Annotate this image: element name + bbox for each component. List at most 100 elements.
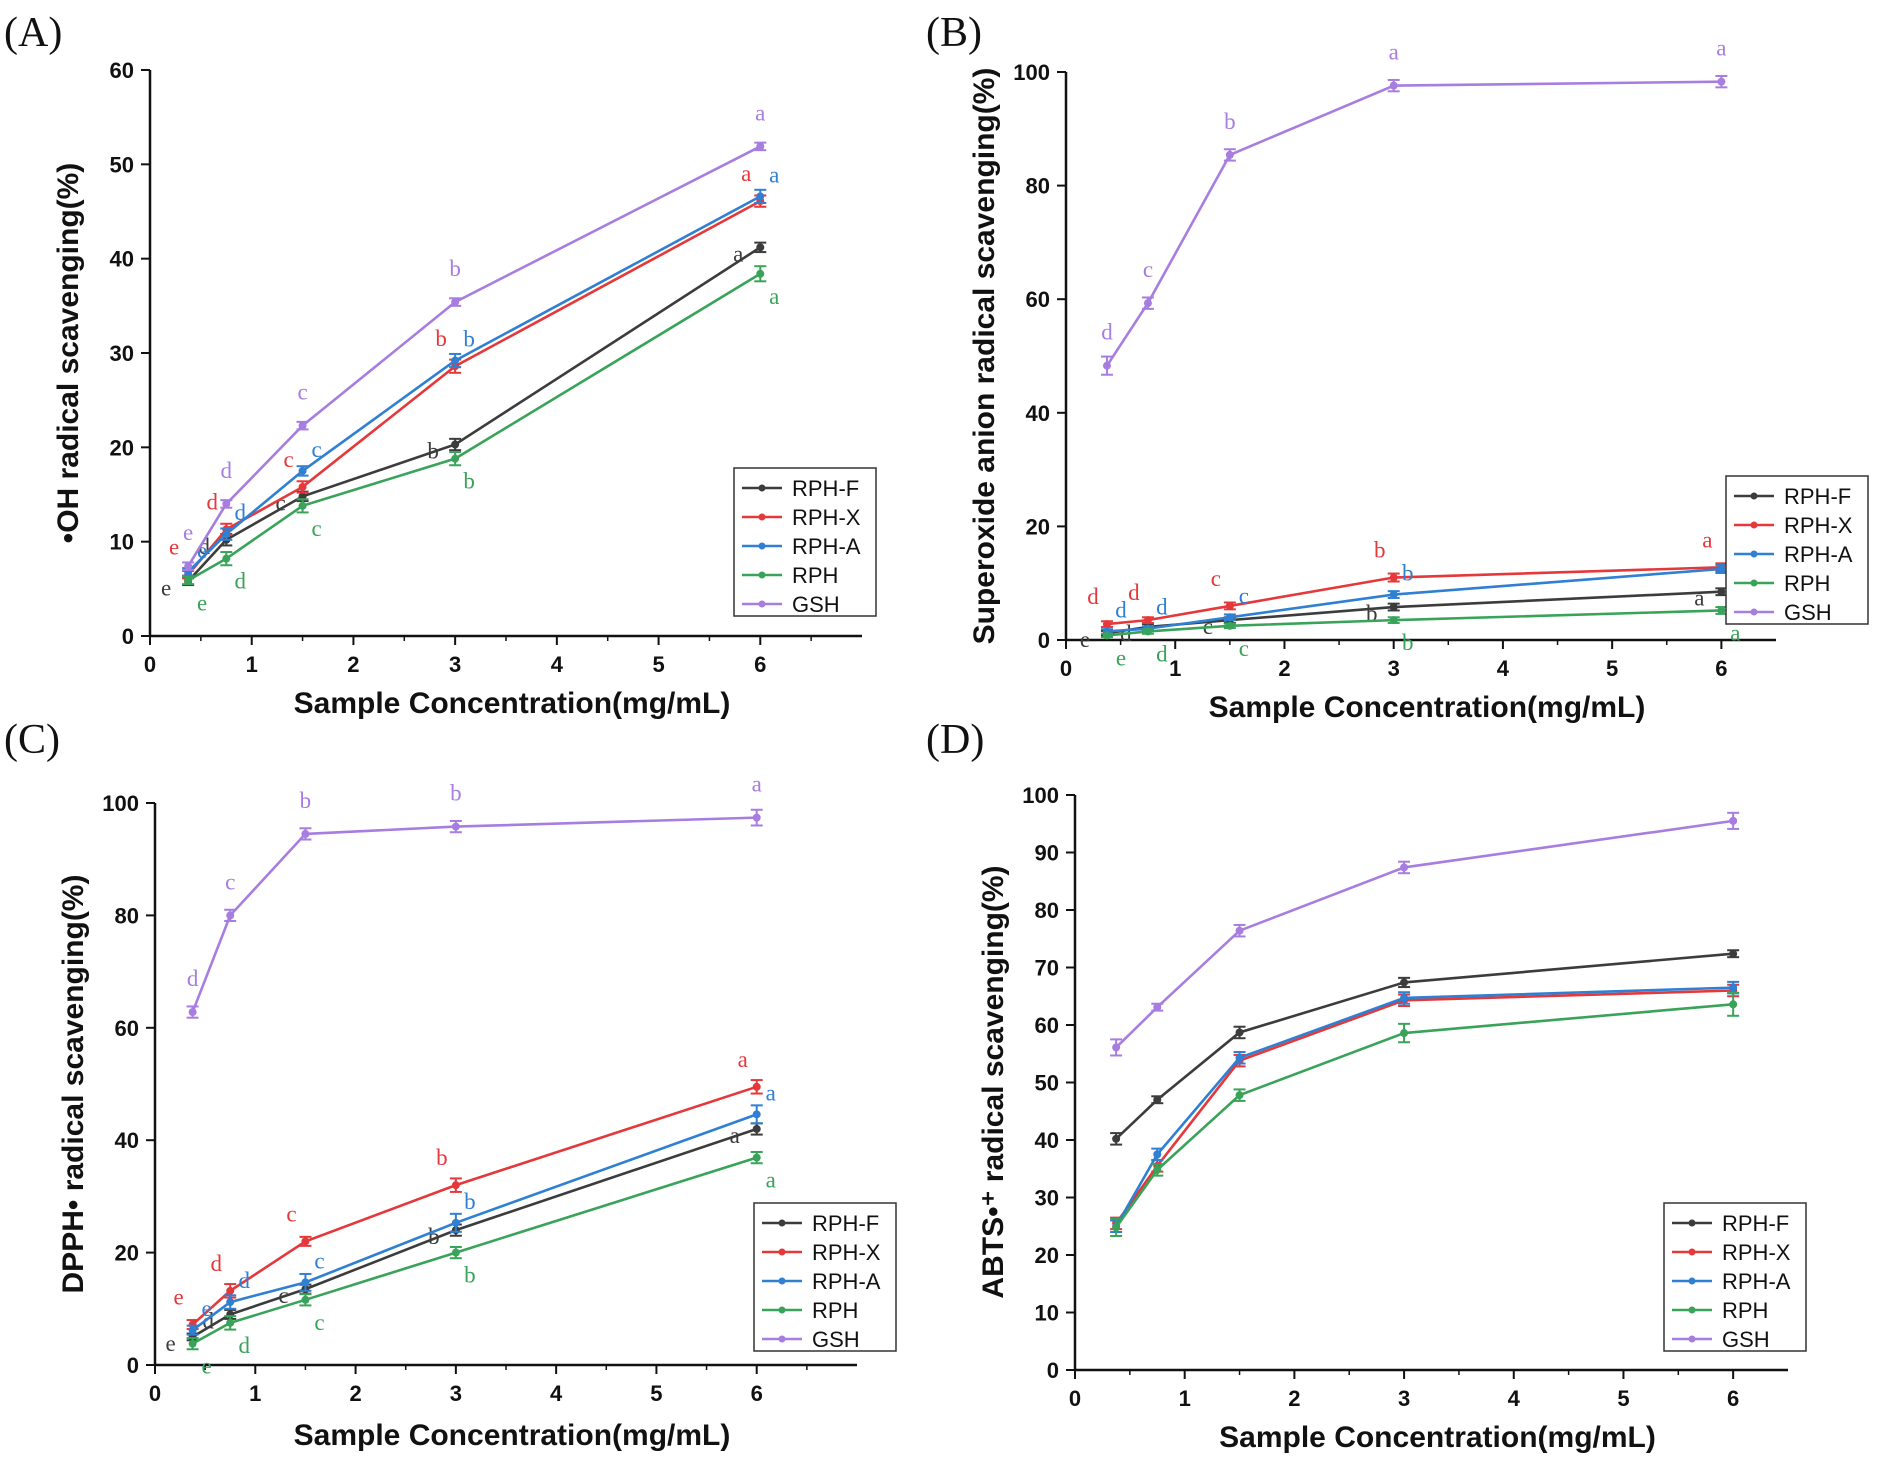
data-point	[1225, 150, 1234, 159]
data-point	[1400, 1029, 1409, 1038]
legend-marker	[1688, 1248, 1696, 1256]
x-tick-label: 5	[1606, 656, 1618, 681]
y-tick-label: 20	[110, 435, 134, 460]
legend-box	[733, 467, 877, 617]
y-tick-label: 80	[1035, 898, 1059, 923]
data-point	[1235, 1053, 1244, 1062]
significance-letter: c	[1239, 583, 1249, 608]
data-point	[298, 482, 307, 491]
significance-letter: e	[169, 535, 179, 560]
x-tick-label: 2	[347, 652, 359, 677]
significance-letter: c	[311, 437, 321, 462]
significance-letter: e	[197, 590, 207, 615]
y-tick-label: 100	[1022, 783, 1059, 808]
y-tick-label: 60	[115, 1016, 139, 1041]
significance-letter: e	[183, 520, 193, 545]
data-point	[226, 911, 235, 920]
data-point	[752, 1124, 761, 1133]
significance-letter: e	[165, 1331, 175, 1356]
significance-letter: c	[297, 380, 307, 405]
data-point	[1400, 863, 1409, 872]
legend-marker	[1750, 550, 1758, 558]
data-point	[1112, 1134, 1121, 1143]
data-point	[756, 142, 765, 151]
series-rph	[1110, 991, 1740, 1238]
y-tick-label: 0	[127, 1353, 139, 1378]
significance-letter: b	[449, 256, 461, 281]
data-point	[1153, 1003, 1162, 1012]
data-point	[184, 576, 193, 585]
legend: RPH-F RPH-X RPH-A RPH GSH	[1725, 475, 1869, 625]
y-tick-label: 40	[1026, 401, 1050, 426]
significance-letter: c	[1211, 566, 1221, 591]
y-tick-label: 20	[1035, 1243, 1059, 1268]
series-line	[187, 246, 761, 583]
legend-label: RPH-A	[812, 1269, 881, 1294]
significance-letter: c	[314, 1248, 324, 1273]
data-point	[1717, 77, 1726, 86]
data-point	[1235, 1028, 1244, 1037]
legend-marker	[1750, 579, 1758, 587]
data-point	[1235, 926, 1244, 935]
significance-letter: a	[733, 241, 743, 266]
data-point	[1112, 1043, 1121, 1052]
significance-letter: a	[1389, 40, 1399, 65]
legend-label: GSH	[812, 1327, 860, 1352]
legend-marker	[758, 600, 766, 608]
significance-letter: b	[428, 1224, 440, 1249]
series-line	[187, 199, 761, 576]
significance-letter: b	[464, 1263, 476, 1288]
legend-marker	[1688, 1335, 1696, 1343]
significance-letter: a	[738, 1047, 748, 1072]
significance-letter: d	[1156, 641, 1168, 666]
significance-letter: d	[1101, 320, 1113, 345]
series-gsh: d c b b a	[186, 772, 763, 1019]
significance-letter: a	[769, 162, 779, 187]
legend-label: RPH-X	[1784, 513, 1853, 538]
data-point	[1717, 565, 1726, 573]
legend-label: RPH-F	[1784, 484, 1851, 509]
x-tick-label: 6	[1715, 656, 1727, 681]
data-point	[451, 1181, 460, 1190]
x-tick-label: 0	[1060, 656, 1072, 681]
y-tick-label: 0	[1038, 628, 1050, 653]
x-tick-label: 4	[1497, 656, 1510, 681]
y-tick-label: 30	[1035, 1186, 1059, 1211]
significance-letter: a	[1730, 620, 1740, 645]
legend-label: RPH-X	[792, 505, 861, 530]
series-line	[191, 1127, 758, 1339]
x-tick-label: 4	[550, 1381, 563, 1406]
panel-label: (D)	[926, 717, 984, 763]
series-rph: e d c b a	[182, 265, 779, 615]
data-point	[1102, 361, 1111, 370]
x-tick-label: 4	[1508, 1386, 1521, 1411]
significance-letter: d	[1087, 584, 1099, 609]
data-point	[298, 501, 307, 510]
series-gsh: d c b a a	[1100, 36, 1728, 376]
y-tick-label: 0	[122, 624, 134, 649]
series-rph-a: e d c b a	[182, 162, 779, 577]
legend-label: RPH-X	[1722, 1240, 1791, 1265]
data-point	[222, 554, 231, 563]
significance-letter: b	[464, 1189, 476, 1214]
data-point	[756, 243, 765, 252]
significance-letter: a	[769, 284, 779, 309]
series-line	[1115, 1003, 1734, 1229]
data-point	[1389, 573, 1398, 582]
significance-letter: a	[1716, 36, 1726, 61]
data-point	[1400, 993, 1409, 1002]
significance-letter: b	[463, 469, 475, 494]
y-tick-label: 60	[110, 58, 134, 83]
data-point	[451, 1248, 460, 1257]
data-point	[1143, 627, 1152, 636]
y-axis-title: Superoxide anion radical scavenging(%)	[968, 68, 1001, 645]
data-point	[1225, 613, 1234, 622]
data-point	[451, 298, 460, 307]
significance-letter: b	[1402, 561, 1414, 586]
data-point	[301, 1295, 310, 1304]
significance-letter: d	[221, 458, 233, 483]
x-tick-label: 2	[349, 1381, 361, 1406]
